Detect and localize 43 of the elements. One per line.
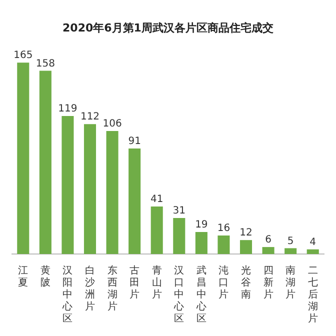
bar [173, 218, 186, 254]
bar [195, 232, 208, 254]
data-label: 16 [217, 223, 230, 234]
x-tick-label: 汉阳中心区 [62, 264, 73, 325]
x-tick-label: 汉口中心区 [173, 264, 184, 325]
bar [284, 248, 297, 254]
bar [150, 206, 163, 254]
bar [218, 235, 230, 254]
data-label: 12 [240, 228, 252, 239]
data-label: 19 [195, 220, 208, 231]
bar [62, 116, 74, 254]
data-label: 5 [287, 236, 294, 247]
x-tick-label: 武昌中心区 [195, 264, 206, 325]
x-tick-label: 青山片 [152, 264, 162, 301]
data-label: 106 [102, 118, 122, 130]
x-tick-label: 四新片 [263, 266, 274, 301]
data-label: 31 [172, 206, 186, 217]
x-tick-label: 二七后湖片 [308, 266, 318, 325]
x-tick-label: 白沙洲片 [85, 264, 95, 313]
x-tick-label: 南湖片 [286, 264, 296, 301]
bar [84, 124, 96, 254]
bar [240, 240, 252, 254]
data-label: 158 [36, 58, 55, 70]
x-tick-label: 古田片 [130, 264, 140, 301]
x-tick-label: 沌口片 [218, 264, 229, 301]
data-label: 4 [310, 236, 316, 248]
bar [17, 62, 30, 254]
bar [106, 131, 118, 254]
data-label: 112 [80, 112, 100, 123]
bar [128, 148, 141, 254]
data-label: 119 [58, 104, 78, 115]
bar [262, 247, 274, 254]
data-label: 41 [150, 194, 164, 206]
x-tick-label: 光谷南 [241, 264, 251, 301]
bar [306, 249, 319, 254]
data-label: 6 [265, 234, 272, 246]
bar [39, 70, 52, 254]
x-tick-label: 黄陂 [40, 264, 50, 289]
x-tick-label: 江夏 [18, 264, 28, 289]
chart-title: 2020年6月第1周武汉各片区商品住宅成交 [62, 21, 274, 34]
x-tick-label: 东西湖片 [107, 264, 118, 313]
data-label: 91 [128, 136, 141, 148]
data-label: 165 [14, 50, 33, 62]
